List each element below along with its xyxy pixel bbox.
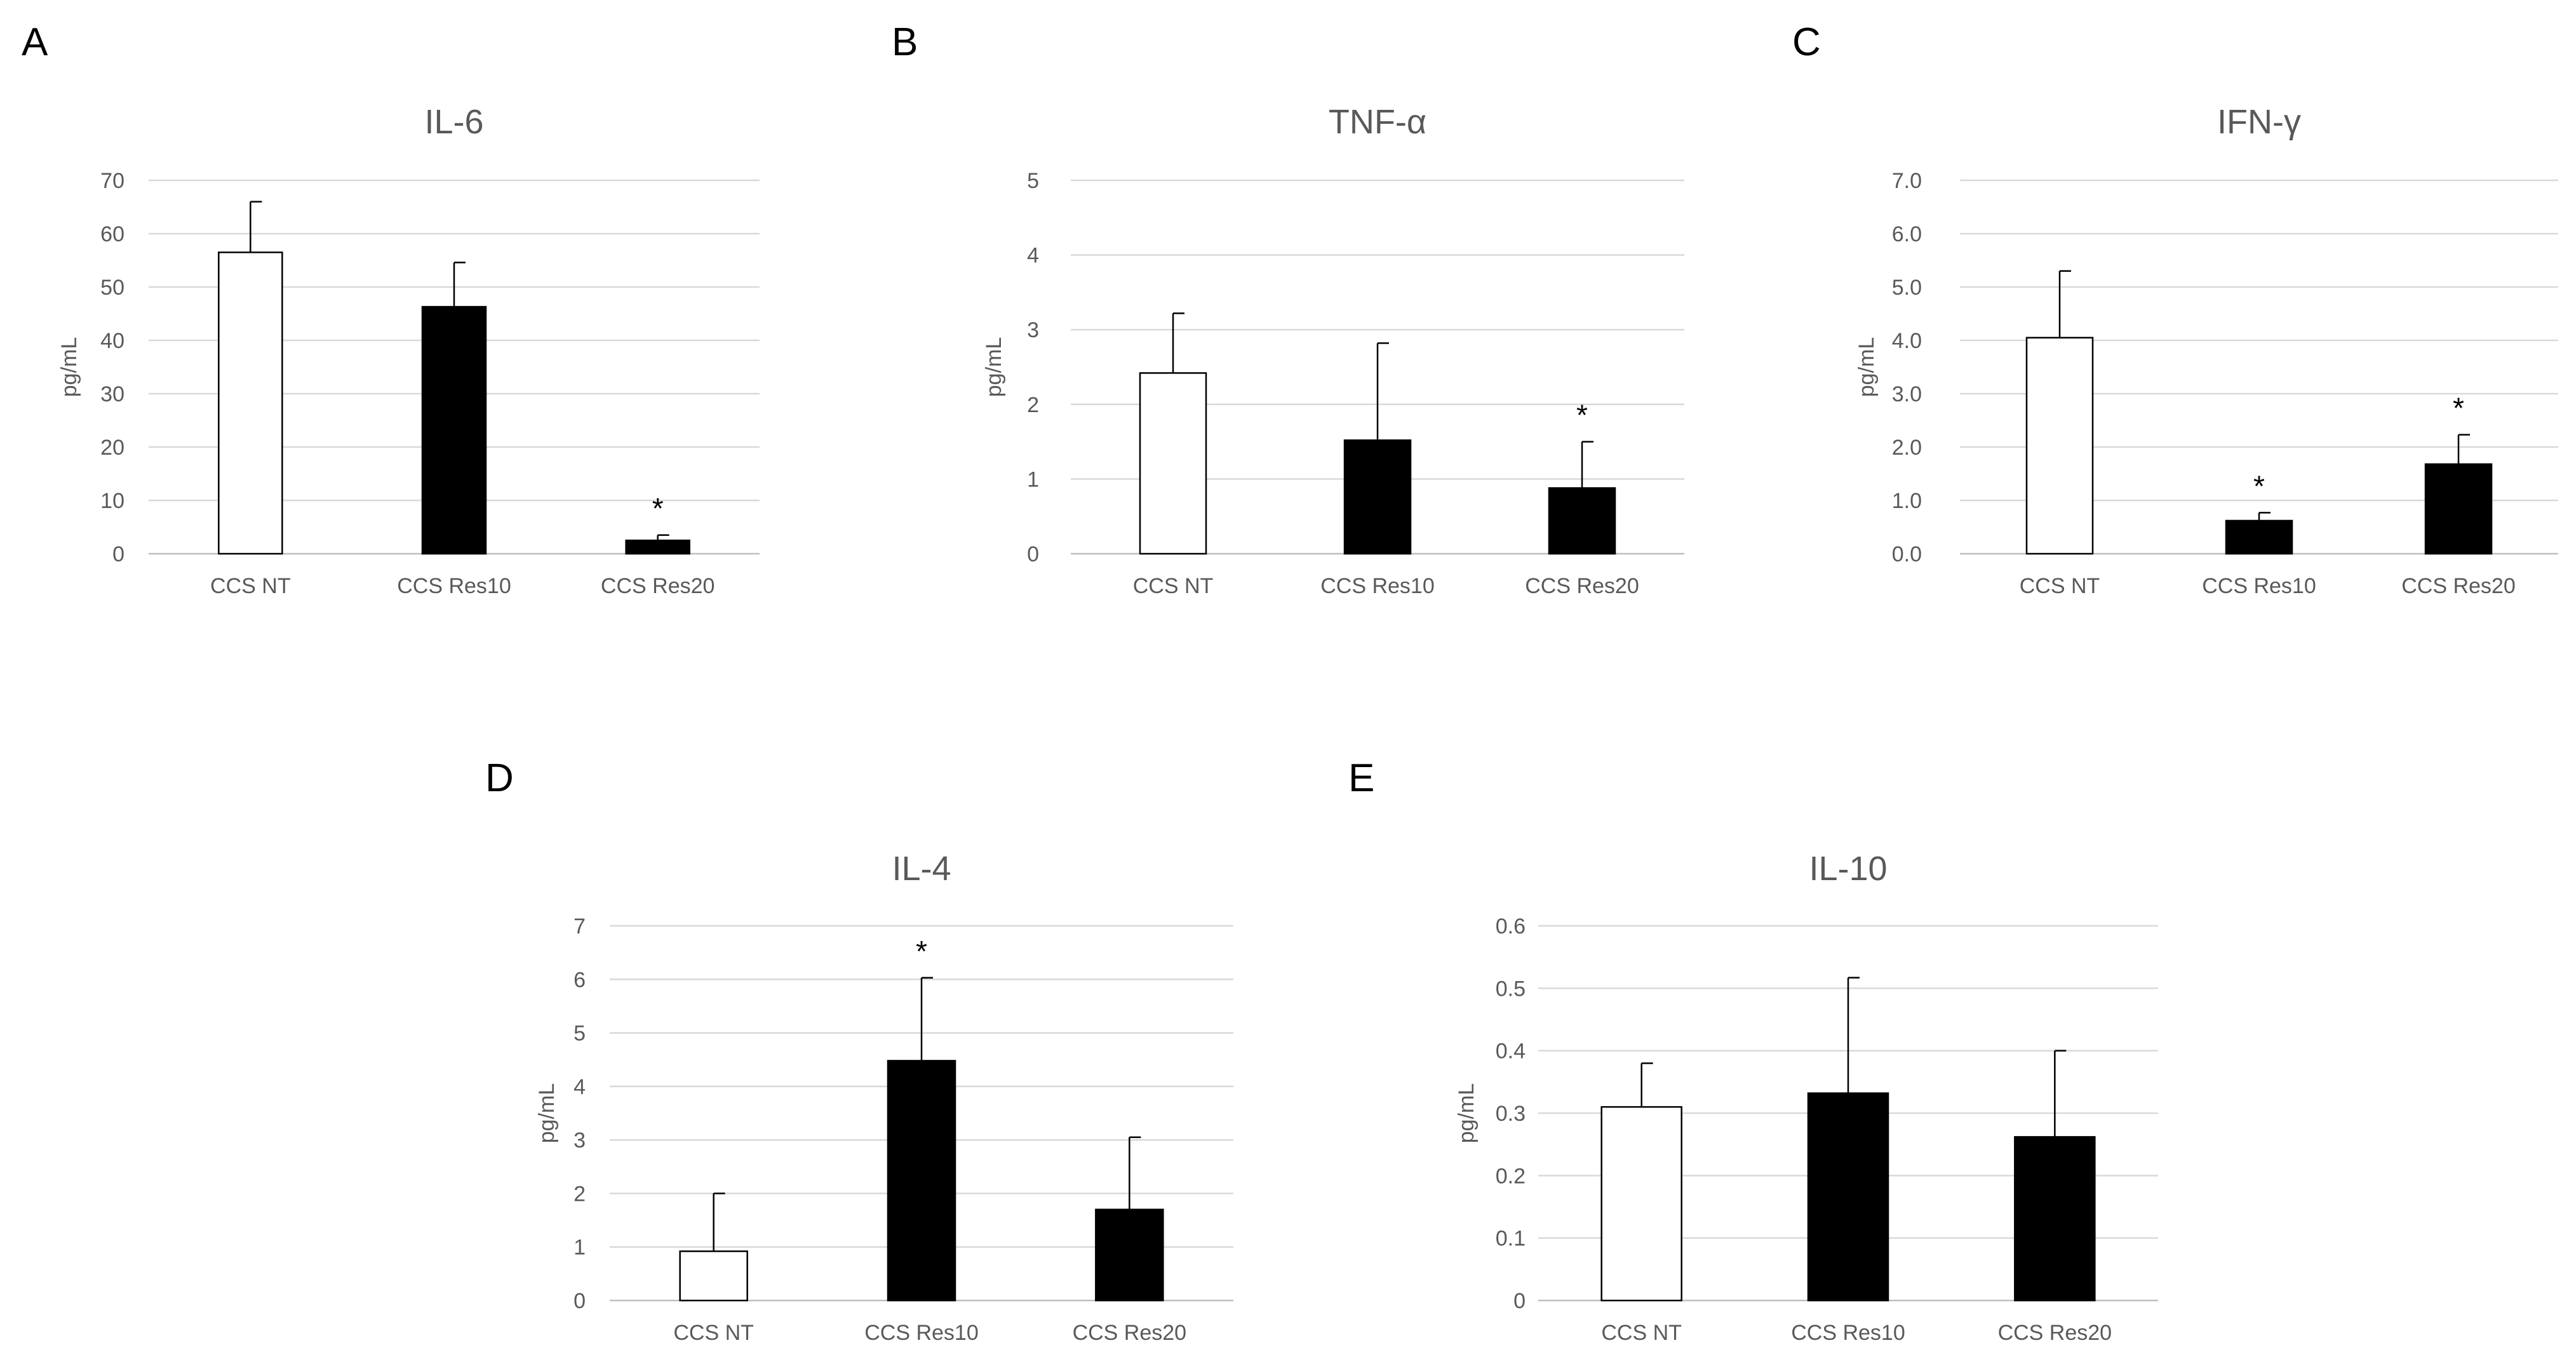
chart-d-category-label: CCS NT — [673, 1321, 754, 1345]
chart-b-ytick-label: 2 — [1027, 393, 1039, 417]
chart-b-ytick-label: 0 — [1027, 542, 1039, 566]
chart-e-ytick-label: 0.2 — [1496, 1164, 1526, 1188]
chart-c-category-label: CCS NT — [2020, 574, 2100, 598]
chart-d-ytick-label: 5 — [574, 1022, 586, 1046]
chart-c-title: IFN-γ — [2217, 103, 2301, 141]
chart-b-ytick-label: 3 — [1027, 318, 1039, 342]
chart-b-bar — [1548, 487, 1616, 555]
chart-d-ytick-label: 1 — [574, 1236, 586, 1260]
panel-letter-b: B — [892, 20, 918, 64]
chart-c-significance-marker: * — [2253, 469, 2265, 502]
chart-e-bar — [2014, 1136, 2096, 1302]
chart-b-bar — [1343, 439, 1412, 555]
chart-d-ylabel: pg/mL — [535, 1083, 559, 1144]
chart-a-ytick-label: 0 — [112, 542, 124, 566]
chart-e-title: IL-10 — [1809, 850, 1887, 888]
panel-letter-c: C — [1792, 20, 1821, 64]
chart-c-bar — [2424, 463, 2493, 555]
chart-a-ytick-label: 30 — [100, 382, 124, 406]
chart-d-title: IL-4 — [892, 850, 951, 888]
chart-a-category-label: CCS Res10 — [397, 574, 511, 598]
chart-d-ytick-label: 3 — [574, 1128, 586, 1153]
chart-d-significance-marker: * — [916, 935, 927, 968]
chart-d-ytick-label: 0 — [574, 1289, 586, 1313]
chart-d-ytick-label: 7 — [574, 914, 586, 939]
chart-c-ytick-label: 3.0 — [1892, 382, 1922, 406]
chart-b-significance-marker: * — [1576, 399, 1588, 432]
chart-c-ytick-label: 0.0 — [1892, 542, 1922, 566]
chart-a-ylabel: pg/mL — [57, 337, 81, 398]
chart-e-ytick-label: 0.4 — [1496, 1040, 1526, 1064]
chart-a-ytick-label: 40 — [100, 329, 124, 353]
chart-e-category-label: CCS NT — [1601, 1321, 1682, 1345]
chart-e-ytick-label: 0.5 — [1496, 977, 1526, 1001]
chart-c-ytick-label: 6.0 — [1892, 222, 1922, 246]
chart-d-bar — [679, 1250, 748, 1302]
chart-c-ytick-label: 5.0 — [1892, 276, 1922, 300]
chart-c-ylabel: pg/mL — [1855, 337, 1879, 398]
chart-c-category-label: CCS Res10 — [2202, 574, 2316, 598]
chart-a-ytick-label: 60 — [100, 222, 124, 246]
chart-b-category-label: CCS NT — [1133, 574, 1214, 598]
chart-d-bar — [1095, 1208, 1164, 1302]
chart-c-ytick-label: 4.0 — [1892, 329, 1922, 353]
chart-e-ytick-label: 0.3 — [1496, 1102, 1526, 1126]
chart-d-bar — [887, 1060, 956, 1302]
chart-e-bar — [1600, 1106, 1682, 1302]
chart-b-category-label: CCS Res10 — [1320, 574, 1435, 598]
chart-a-significance-marker: * — [652, 492, 664, 525]
chart-a-ytick-label: 70 — [100, 169, 124, 193]
chart-a-ytick-label: 10 — [100, 489, 124, 513]
chart-b-bar — [1139, 372, 1207, 555]
chart-a-bar — [218, 251, 283, 555]
chart-e-ytick-label: 0.6 — [1496, 914, 1526, 939]
chart-c-ytick-label: 2.0 — [1892, 436, 1922, 460]
chart-a-ytick-label: 50 — [100, 276, 124, 300]
chart-b-ytick-label: 5 — [1027, 169, 1039, 193]
chart-c-ytick-label: 1.0 — [1892, 489, 1922, 513]
chart-e-category-label: CCS Res10 — [1791, 1321, 1905, 1345]
chart-e-ytick-label: 0 — [1513, 1289, 1526, 1313]
chart-b-ytick-label: 4 — [1027, 244, 1039, 268]
chart-b-ylabel: pg/mL — [982, 337, 1006, 398]
chart-c-category-label: CCS Res20 — [2401, 574, 2516, 598]
panel-letter-d: D — [485, 756, 514, 800]
chart-c-significance-marker: * — [2453, 392, 2464, 425]
chart-d-ytick-label: 6 — [574, 968, 586, 992]
panel-letter-a: A — [22, 20, 48, 64]
chart-e-ylabel: pg/mL — [1454, 1083, 1479, 1144]
chart-d-category-label: CCS Res20 — [1073, 1321, 1187, 1345]
chart-d-ytick-label: 2 — [574, 1182, 586, 1206]
panel-letter-e: E — [1348, 756, 1375, 800]
chart-c-bar — [2025, 337, 2094, 555]
chart-e-bar — [1807, 1092, 1889, 1302]
chart-a-category-label: CCS Res20 — [601, 574, 715, 598]
chart-c-bar — [2225, 519, 2293, 555]
chart-b-ytick-label: 1 — [1027, 467, 1039, 491]
chart-d-ytick-label: 4 — [574, 1075, 586, 1099]
chart-a-ytick-label: 20 — [100, 436, 124, 460]
chart-a-title: IL-6 — [424, 103, 483, 141]
chart-a-bar — [421, 305, 487, 555]
chart-d-category-label: CCS Res10 — [864, 1321, 979, 1345]
chart-c-ytick-label: 7.0 — [1892, 169, 1922, 193]
chart-e-category-label: CCS Res20 — [1998, 1321, 2112, 1345]
chart-a-category-label: CCS NT — [210, 574, 291, 598]
chart-b-category-label: CCS Res20 — [1525, 574, 1639, 598]
chart-a-bar — [625, 539, 690, 555]
chart-e-ytick-label: 0.1 — [1496, 1227, 1526, 1251]
chart-b-title: TNF-α — [1329, 103, 1426, 141]
